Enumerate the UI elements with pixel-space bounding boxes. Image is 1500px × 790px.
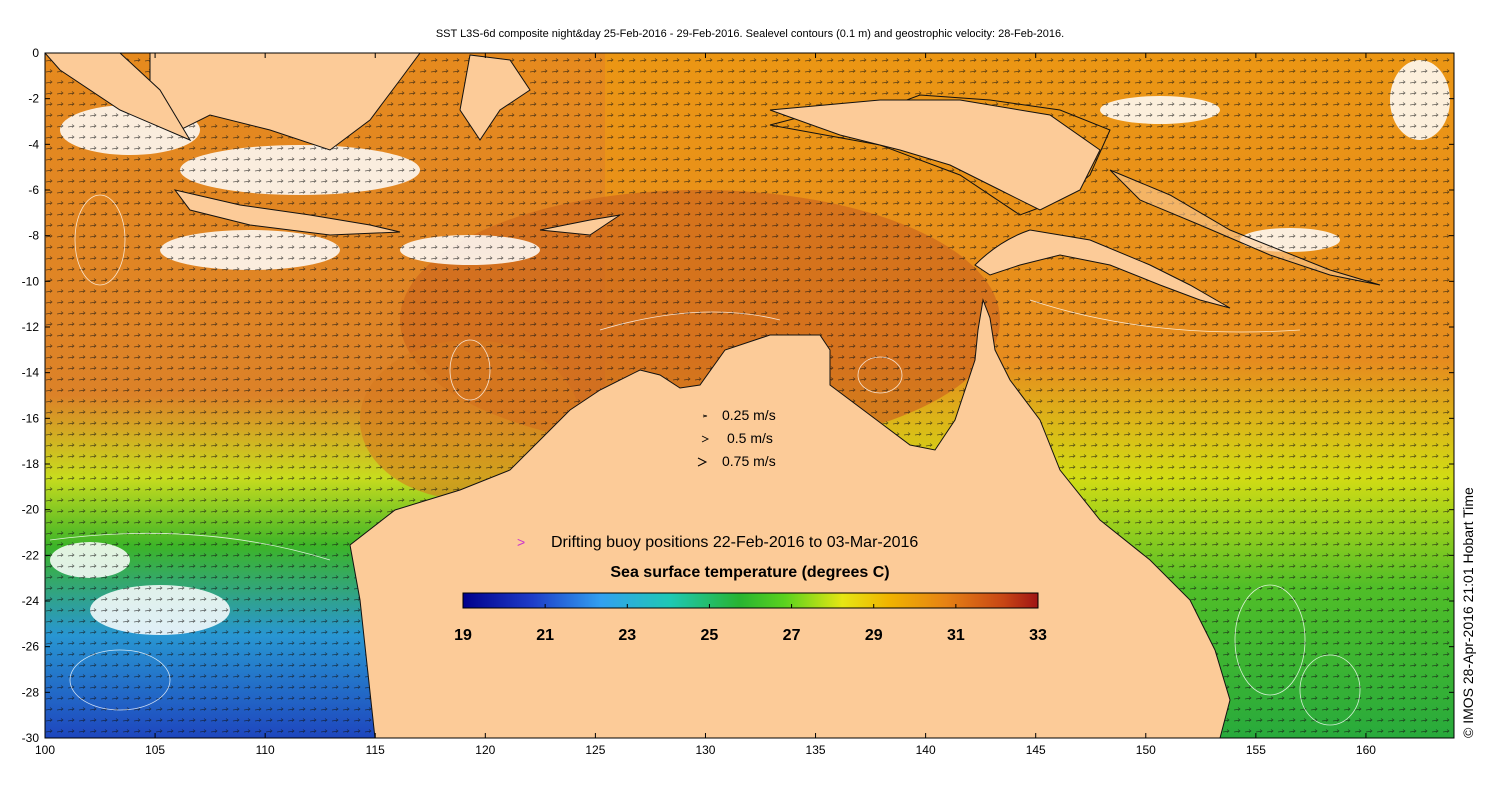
velocity-arrow-large bbox=[697, 457, 708, 467]
map-frame bbox=[44, 52, 1455, 739]
colorbar-tick-label: 27 bbox=[783, 627, 801, 644]
colorbar: Sea surface temperature (degrees C) 19 21… bbox=[454, 564, 1047, 644]
colorbar-tick-label: 25 bbox=[701, 627, 719, 644]
credit-text: © IMOS 28-Apr-2016 21:01 Hobart Time bbox=[1460, 487, 1476, 738]
land bbox=[45, 53, 1381, 738]
colorbar-tick-label: 19 bbox=[454, 627, 472, 644]
y-tick-label: -20 bbox=[22, 503, 40, 517]
x-tick-label: 150 bbox=[1136, 743, 1156, 757]
y-tick-label: -14 bbox=[22, 366, 40, 380]
velocity-label-0: 0.25 m/s bbox=[722, 407, 776, 423]
velocity-label-2: 0.75 m/s bbox=[722, 453, 776, 469]
buoy-legend: > Drifting buoy positions 22-Feb-2016 to… bbox=[517, 534, 918, 551]
y-tick-label: -28 bbox=[22, 685, 40, 699]
x-tick-label: 100 bbox=[35, 743, 55, 757]
x-tick-label: 110 bbox=[256, 743, 275, 757]
colorbar-gradient bbox=[462, 592, 1039, 609]
sulawesi-land bbox=[459, 54, 531, 141]
x-tick-label: 155 bbox=[1246, 743, 1266, 757]
velocity-arrow-medium bbox=[701, 435, 710, 443]
x-tick-label: 105 bbox=[145, 743, 165, 757]
x-tick-label: 125 bbox=[585, 743, 605, 757]
y-tick-label: -4 bbox=[28, 137, 39, 151]
velocity-label-1: 0.5 m/s bbox=[727, 430, 773, 446]
x-tick-label: 140 bbox=[916, 743, 936, 757]
buoy-symbol: > bbox=[517, 534, 525, 550]
y-tick-label: -18 bbox=[22, 457, 40, 471]
x-axis: 100 105 110 115 120 125 130 135 140 145 150 155 160 bbox=[35, 53, 1376, 757]
y-tick-label: -2 bbox=[28, 92, 39, 106]
x-tick-label: 120 bbox=[475, 743, 495, 757]
map-title: SST L3S-6d composite night&day 25-Feb-20… bbox=[435, 28, 1065, 40]
colorbar-tick-label: 31 bbox=[947, 627, 965, 644]
y-tick-label: -26 bbox=[22, 640, 40, 654]
colorbar-tick-label: 33 bbox=[1029, 627, 1047, 644]
y-tick-label: -16 bbox=[22, 411, 40, 425]
sealevel-contours bbox=[49, 194, 1361, 726]
sumatra-land bbox=[45, 53, 192, 142]
y-tick-label: -30 bbox=[22, 731, 40, 745]
map-plot-area bbox=[45, 53, 1454, 738]
new-guinea-land bbox=[974, 229, 1231, 309]
colorbar-ticks: 19 21 23 25 27 29 31 33 bbox=[454, 604, 1047, 644]
y-axis: 0 -2 -4 -6 -8 -10 -12 -14 -16 -18 -20 -22 -24 -26 -28 -… bbox=[22, 46, 1454, 745]
velocity-arrow-small bbox=[702, 414, 708, 418]
y-tick-label: -22 bbox=[22, 548, 40, 562]
australia-land bbox=[349, 298, 1231, 738]
y-tick-label: -8 bbox=[28, 229, 39, 243]
buoy-label: Drifting buoy positions 22-Feb-2016 to 0… bbox=[551, 534, 918, 551]
colorbar-tick-label: 23 bbox=[618, 627, 636, 644]
colorbar-tick-label: 21 bbox=[536, 627, 554, 644]
colorbar-tick-label: 29 bbox=[865, 627, 883, 644]
x-tick-label: 135 bbox=[806, 743, 826, 757]
x-tick-label: 160 bbox=[1356, 743, 1376, 757]
velocity-legend: 0.25 m/s 0.5 m/s 0.75 m/s bbox=[697, 407, 776, 469]
colorbar-title: Sea surface temperature (degrees C) bbox=[610, 564, 889, 581]
timor-land bbox=[539, 214, 621, 236]
y-tick-label: -12 bbox=[22, 320, 40, 334]
y-tick-label: -24 bbox=[22, 594, 40, 608]
y-tick-label: -6 bbox=[28, 183, 39, 197]
new-guinea-main bbox=[769, 99, 1101, 211]
y-tick-label: -10 bbox=[22, 274, 40, 288]
java-land bbox=[173, 189, 401, 236]
y-tick-label: 0 bbox=[32, 46, 39, 60]
x-tick-label: 130 bbox=[695, 743, 715, 757]
new-britain-land bbox=[1109, 169, 1381, 286]
x-tick-label: 115 bbox=[366, 743, 385, 757]
x-tick-label: 145 bbox=[1026, 743, 1046, 757]
